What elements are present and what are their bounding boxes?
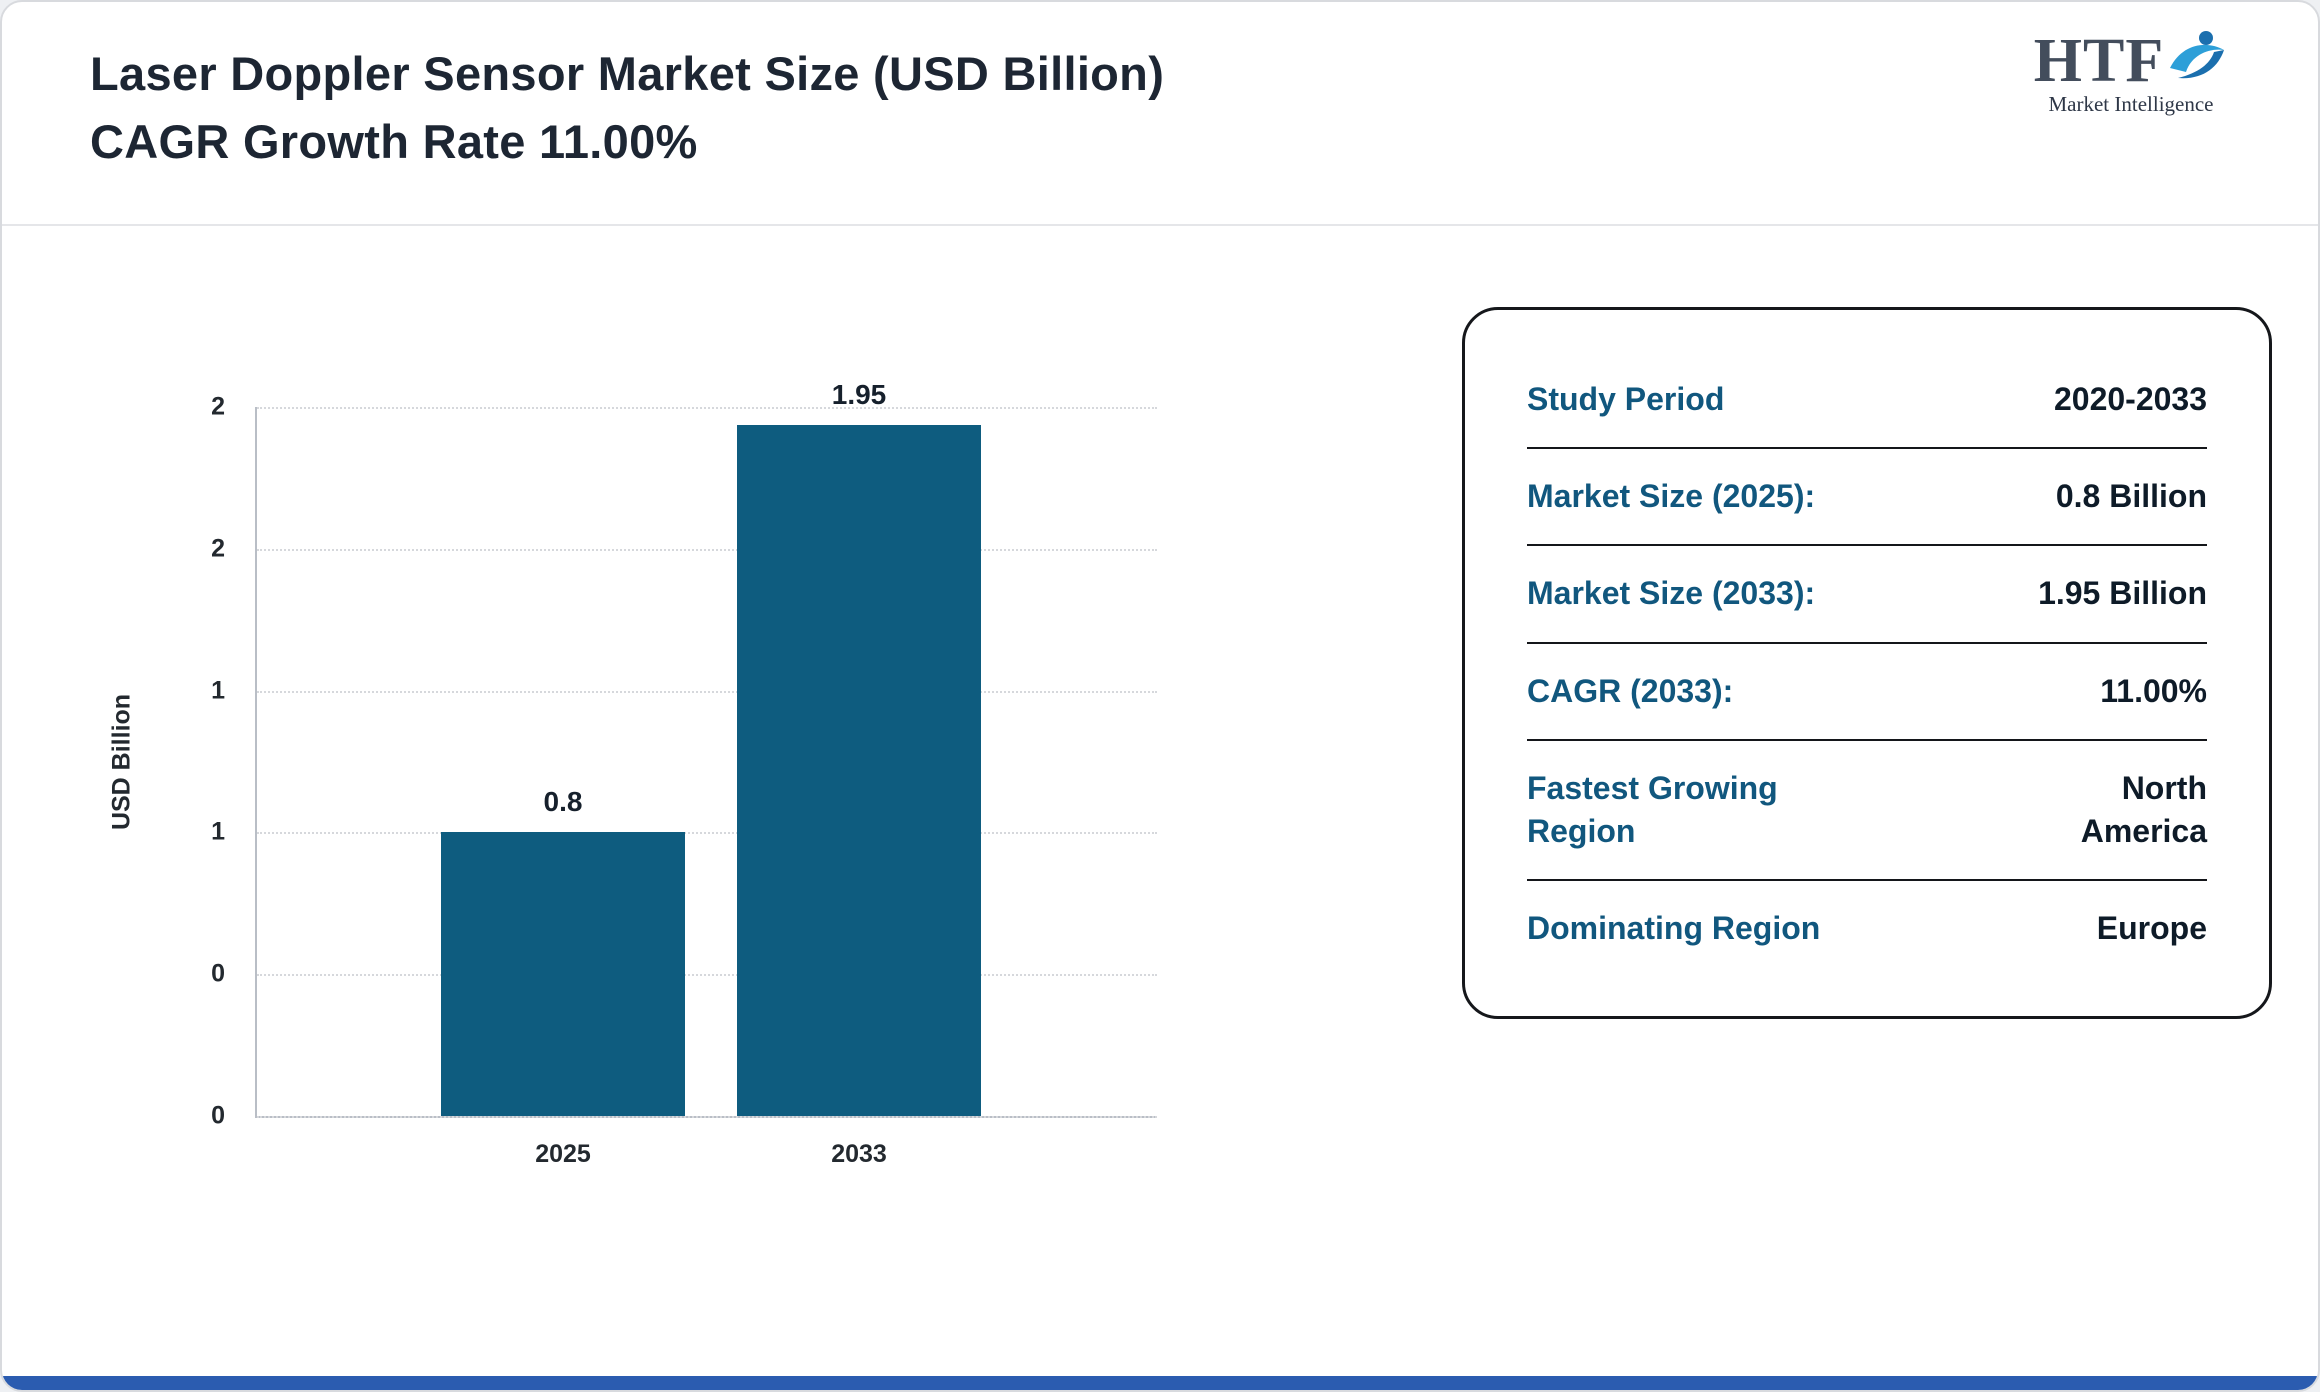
y-axis-line bbox=[255, 407, 257, 1118]
summary-row: Fastest Growing Region North America bbox=[1527, 741, 2207, 882]
y-tick-label: 0 bbox=[211, 959, 225, 988]
summary-row-value: 1.95 Billion bbox=[2038, 575, 2207, 612]
y-tick-label: 1 bbox=[211, 676, 225, 705]
x-tick-label: 2025 bbox=[535, 1140, 591, 1168]
gridline bbox=[257, 407, 1157, 409]
summary-row: Dominating Region Europe bbox=[1527, 881, 2207, 976]
summary-row-value: North America bbox=[2080, 769, 2207, 849]
header-divider bbox=[2, 224, 2318, 226]
htf-logo-row: HTF bbox=[2006, 30, 2256, 92]
gridline bbox=[257, 832, 1157, 835]
summary-row-label: Study Period bbox=[1527, 381, 1725, 417]
summary-card: Study Period 2020-2033 Market Size (2025):… bbox=[1462, 307, 2272, 1020]
y-tick-label: 0 bbox=[211, 1101, 225, 1130]
footer-accent-bar bbox=[2, 1376, 2318, 1390]
summary-row-value: 11.00% bbox=[2100, 672, 2207, 709]
y-axis-label: USD Billion bbox=[107, 693, 136, 831]
x-tick-label: 2033 bbox=[831, 1140, 887, 1168]
summary-row-value: 0.8 Billion bbox=[2055, 478, 2207, 515]
htf-logo: HTF Market Intelligence bbox=[2006, 30, 2256, 117]
summary-row: CAGR (2033): 11.00% bbox=[1527, 644, 2207, 741]
gridline bbox=[257, 548, 1157, 551]
bar-chart-plot-area: 0.8 2025 1.95 2033 bbox=[255, 379, 1157, 1168]
summary-row-label: CAGR (2033): bbox=[1527, 672, 1734, 709]
summary-row-value: 2020-2033 bbox=[2053, 381, 2207, 417]
bar-slot-2025: 0.8 2025 bbox=[441, 407, 685, 1168]
page-title: Laser Doppler Sensor Market Size (USD Bi… bbox=[90, 40, 1164, 176]
page-title-line2: CAGR Growth Rate 11.00% bbox=[90, 115, 698, 169]
gridline bbox=[257, 974, 1157, 977]
y-tick-label: 1 bbox=[211, 817, 225, 846]
htf-logo-subtext: Market Intelligence bbox=[2048, 92, 2214, 116]
summary-row-label: Fastest Growing Region bbox=[1527, 769, 1778, 849]
gridline bbox=[257, 1116, 1157, 1118]
summary-row: Market Size (2025): 0.8 Billion bbox=[1527, 449, 2207, 547]
summary-row-label: Dominating Region bbox=[1527, 910, 1821, 947]
summary-row-label: Market Size (2025): bbox=[1527, 478, 1816, 515]
bar-value-label: 1.95 bbox=[831, 378, 887, 410]
bar-2025 bbox=[441, 832, 685, 1116]
y-tick-label: 2 bbox=[211, 392, 225, 421]
htf-logo-text: HTF bbox=[2033, 27, 2165, 95]
bar-slot-2033: 1.95 2033 bbox=[737, 379, 981, 1168]
bar-value-label: 0.8 bbox=[543, 786, 583, 818]
y-tick-label: 2 bbox=[211, 534, 225, 563]
summary-row-value: Europe bbox=[2096, 910, 2207, 947]
gridline bbox=[257, 690, 1157, 693]
y-axis-ticks: 2 2 1 1 0 0 bbox=[142, 393, 237, 1130]
page-title-line1: Laser Doppler Sensor Market Size (USD Bi… bbox=[90, 47, 1165, 100]
logo-swirl-icon bbox=[2170, 31, 2225, 79]
summary-row-label: Market Size (2033): bbox=[1527, 575, 1816, 612]
summary-row: Study Period 2020-2033 bbox=[1527, 352, 2207, 450]
summary-row: Market Size (2033): 1.95 Billion bbox=[1527, 546, 2207, 644]
bar-2033 bbox=[737, 424, 981, 1116]
